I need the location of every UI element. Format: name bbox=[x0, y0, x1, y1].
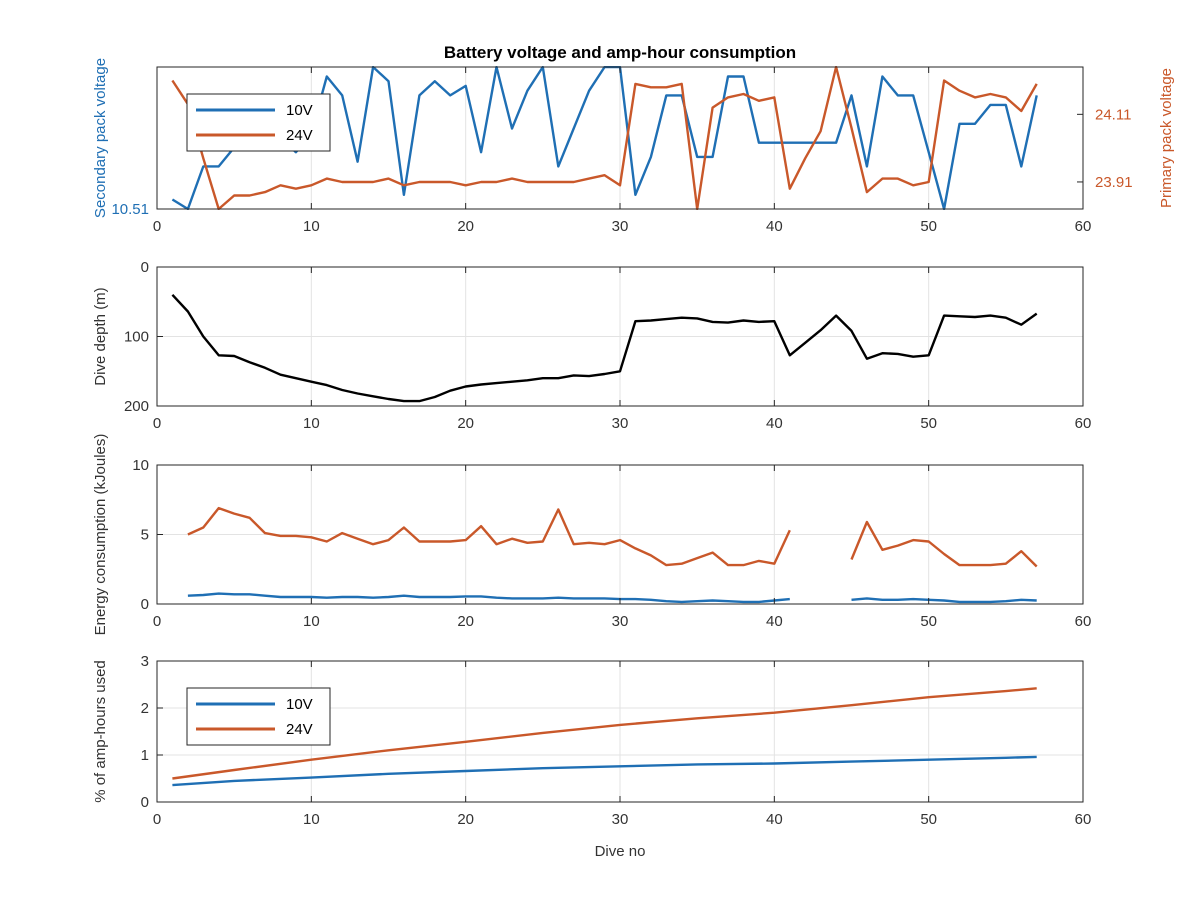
series-line-series-0 bbox=[171, 293, 1038, 403]
y-axis-label: Dive depth (m) bbox=[92, 287, 109, 385]
series-line-10v bbox=[172, 755, 1037, 787]
x-tick-label: 60 bbox=[1075, 613, 1092, 630]
x-tick-label: 20 bbox=[457, 218, 474, 235]
x-tick-label: 10 bbox=[303, 613, 320, 630]
x-tick-label: 0 bbox=[153, 811, 161, 828]
x-tick-label: 30 bbox=[612, 811, 629, 828]
x-tick-label: 50 bbox=[920, 415, 937, 432]
energy-consumption-panel: 0 10 20 30 40 50 60 0 5 10 Energy consumption (kJo… bbox=[92, 434, 1091, 636]
y-axis-label: Energy consumption (kJoules) bbox=[92, 434, 109, 636]
x-tick-label: 50 bbox=[920, 218, 937, 235]
y-axis-label: Secondary pack voltage bbox=[92, 58, 109, 218]
legend-label-24v: 24V bbox=[286, 721, 313, 738]
amp-hours-panel: 0 10 20 30 40 50 60 0 1 2 3 % of amp-hours used Dive… bbox=[92, 653, 1091, 860]
y-right-tick-label: 24.11 bbox=[1095, 106, 1131, 123]
x-tick-label: 30 bbox=[612, 415, 629, 432]
legend-label-24v: 24V bbox=[286, 127, 313, 144]
y-right-axis-label: Primary pack voltage bbox=[1158, 68, 1175, 208]
x-tick-label: 10 bbox=[303, 415, 320, 432]
series-line-24v bbox=[171, 66, 1038, 210]
x-tick-label: 60 bbox=[1075, 218, 1092, 235]
legend-label-10v: 10V bbox=[286, 102, 313, 119]
figure-title: Battery voltage and amp-hour consumption bbox=[444, 43, 796, 62]
y-tick-label: 0 bbox=[141, 794, 149, 811]
x-axis-label: Dive no bbox=[595, 843, 646, 860]
x-tick-label: 0 bbox=[153, 613, 161, 630]
voltage-panel: 0 10 20 30 40 50 60 10.51 23.91 24.11 Secondary pa… bbox=[92, 58, 1175, 235]
x-tick-label: 40 bbox=[766, 811, 783, 828]
y-tick-label: 5 bbox=[141, 527, 149, 544]
x-tick-label: 50 bbox=[920, 613, 937, 630]
x-tick-label: 40 bbox=[766, 415, 783, 432]
x-tick-label: 0 bbox=[153, 218, 161, 235]
y-right-tick-label: 23.91 bbox=[1095, 174, 1133, 191]
legend-label-10v: 10V bbox=[286, 696, 313, 713]
series-line-series-0 bbox=[187, 592, 1037, 604]
y-tick-label: 0 bbox=[141, 596, 149, 613]
x-tick-label: 30 bbox=[612, 218, 629, 235]
y-tick-label: 200 bbox=[124, 398, 149, 415]
legend-box bbox=[186, 93, 331, 152]
x-tick-label: 40 bbox=[766, 218, 783, 235]
series-line-24v bbox=[172, 687, 1037, 780]
dive-depth-panel: 0 10 20 30 40 50 60 0 100 200 Dive depth (m) bbox=[92, 259, 1091, 432]
x-tick-label: 10 bbox=[303, 811, 320, 828]
x-tick-label: 10 bbox=[303, 218, 320, 235]
y-tick-label: 10.51 bbox=[111, 201, 149, 218]
x-tick-label: 40 bbox=[766, 613, 783, 630]
x-tick-label: 30 bbox=[612, 613, 629, 630]
x-tick-label: 20 bbox=[457, 613, 474, 630]
x-tick-label: 60 bbox=[1075, 415, 1092, 432]
x-tick-label: 50 bbox=[920, 811, 937, 828]
y-tick-label: 2 bbox=[141, 700, 149, 717]
y-tick-label: 1 bbox=[141, 747, 149, 764]
y-tick-label: 10 bbox=[132, 457, 149, 474]
y-tick-label: 100 bbox=[124, 329, 149, 346]
x-tick-label: 20 bbox=[457, 811, 474, 828]
x-tick-label: 60 bbox=[1075, 811, 1092, 828]
y-axis-label: % of amp-hours used bbox=[92, 660, 109, 803]
x-tick-label: 0 bbox=[153, 415, 161, 432]
legend-box bbox=[186, 687, 331, 746]
y-tick-label: 0 bbox=[141, 259, 149, 276]
x-tick-label: 20 bbox=[457, 415, 474, 432]
y-tick-label: 3 bbox=[141, 653, 149, 670]
series-line-series-1 bbox=[187, 506, 1038, 568]
